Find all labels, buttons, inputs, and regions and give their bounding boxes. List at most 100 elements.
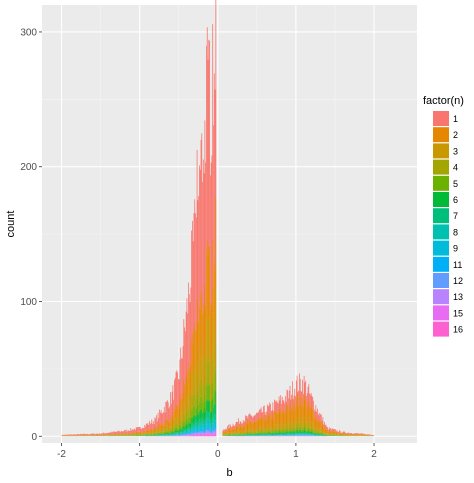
- histogram-bar-segment: [259, 417, 260, 428]
- histogram-bar-segment: [179, 421, 181, 427]
- histogram-bar-segment: [139, 433, 141, 435]
- histogram-bar-segment: [196, 298, 198, 351]
- histogram-bar-segment: [149, 431, 150, 434]
- histogram-bar-segment: [107, 434, 109, 436]
- histogram-bar-segment: [288, 426, 290, 430]
- histogram-bar-segment: [234, 432, 236, 434]
- histogram-bar-segment: [167, 434, 168, 436]
- histogram-bar-segment: [265, 421, 267, 430]
- histogram-bar-segment: [267, 406, 269, 416]
- histogram-bar-segment: [203, 420, 205, 425]
- histogram-bar-segment: [203, 412, 205, 421]
- histogram-bar-segment: [166, 425, 168, 430]
- histogram-bar-segment: [242, 434, 244, 436]
- histogram-bar-segment: [345, 433, 347, 435]
- histogram-bar-segment: [281, 434, 282, 436]
- histogram-bar-segment: [369, 435, 371, 436]
- histogram-bar-segment: [228, 434, 230, 436]
- histogram-bar-segment: [340, 432, 342, 434]
- histogram-bar-segment: [328, 430, 330, 434]
- histogram-bar-segment: [268, 433, 270, 435]
- histogram-bar-segment: [153, 424, 155, 431]
- histogram-bar-segment: [264, 419, 266, 429]
- histogram-bar-segment: [279, 433, 281, 435]
- histogram-bar-segment: [349, 434, 350, 436]
- histogram-bar-segment: [242, 430, 244, 433]
- histogram-bar-segment: [149, 432, 151, 434]
- histogram-bar-segment: [183, 379, 185, 402]
- histogram-bar-segment: [305, 424, 307, 429]
- histogram-bar-segment: [306, 431, 308, 434]
- histogram-bar-segment: [312, 432, 314, 434]
- histogram-bar-segment: [272, 424, 274, 430]
- histogram-bar-segment: [276, 432, 278, 434]
- histogram-bar-segment: [215, 341, 217, 372]
- histogram-bar-segment: [176, 404, 178, 417]
- histogram-bar-segment: [200, 418, 202, 423]
- histogram-bar-segment: [170, 392, 171, 416]
- histogram-bar-segment: [160, 431, 162, 433]
- histogram-bar-segment: [261, 431, 263, 433]
- histogram-bar-segment: [286, 431, 288, 434]
- histogram-bar-segment: [306, 433, 308, 435]
- histogram-bar-segment: [281, 431, 282, 434]
- histogram-bar-segment: [208, 400, 210, 413]
- histogram-bar-segment: [253, 431, 255, 434]
- histogram-bar-segment: [210, 431, 212, 433]
- histogram-bar-segment: [287, 404, 289, 421]
- histogram-bar-segment: [208, 431, 210, 434]
- histogram-bar-segment: [213, 430, 214, 433]
- histogram-bar-segment: [275, 429, 277, 432]
- histogram-bar-segment: [194, 322, 196, 366]
- histogram-bar-segment: [192, 426, 193, 430]
- histogram-bar-segment: [323, 428, 325, 433]
- histogram-bar-segment: [195, 415, 196, 423]
- histogram-bar-segment: [274, 431, 276, 433]
- histogram-bar-segment: [209, 384, 210, 401]
- histogram-bar-segment: [75, 434, 77, 436]
- histogram-bar-segment: [336, 432, 338, 435]
- histogram-bar-segment: [346, 433, 348, 435]
- histogram-bar-segment: [286, 404, 288, 421]
- histogram-bar-segment: [246, 431, 248, 434]
- histogram-bar-segment: [191, 433, 193, 435]
- histogram-bar-segment: [272, 432, 274, 434]
- histogram-bar-segment: [319, 431, 321, 433]
- histogram-bar-segment: [199, 434, 201, 436]
- histogram-bar-segment: [359, 433, 360, 435]
- histogram-bar-segment: [179, 429, 181, 432]
- histogram-bar-segment: [307, 432, 309, 434]
- histogram-bar-segment: [140, 433, 142, 435]
- histogram-bar-segment: [166, 401, 168, 420]
- histogram-bar-segment: [281, 414, 282, 426]
- histogram-bar-segment: [207, 255, 209, 324]
- histogram-bar-segment: [167, 431, 168, 433]
- histogram-bar-segment: [225, 431, 227, 435]
- histogram-bar-segment: [233, 428, 235, 433]
- histogram-bar-segment: [196, 427, 198, 430]
- histogram-bar-segment: [204, 407, 206, 418]
- histogram-bar-segment: [288, 398, 289, 411]
- histogram-bar-segment: [346, 434, 348, 436]
- histogram-bar-segment: [202, 420, 203, 425]
- histogram-bar-segment: [298, 433, 300, 434]
- histogram-bar-segment: [208, 429, 210, 432]
- histogram-bar-segment: [294, 433, 296, 434]
- histogram-bar-segment: [199, 430, 200, 432]
- histogram-bar-segment: [187, 377, 189, 400]
- histogram-bar-segment: [155, 433, 157, 435]
- histogram-bar-segment: [279, 434, 281, 436]
- histogram-bar-segment: [277, 432, 279, 435]
- histogram-bar-segment: [145, 432, 147, 434]
- histogram-bar-segment: [212, 434, 214, 437]
- histogram-bar-segment: [329, 428, 331, 432]
- histogram-bar-segment: [308, 384, 310, 401]
- histogram-bar-segment: [259, 427, 261, 431]
- histogram-bar-segment: [318, 421, 320, 430]
- histogram-bar-segment: [280, 395, 282, 408]
- histogram-bar-segment: [256, 432, 258, 434]
- histogram-bar-segment: [238, 432, 239, 434]
- histogram-bar-segment: [189, 428, 191, 431]
- histogram-bar-segment: [224, 428, 226, 432]
- histogram-bar-segment: [252, 433, 253, 435]
